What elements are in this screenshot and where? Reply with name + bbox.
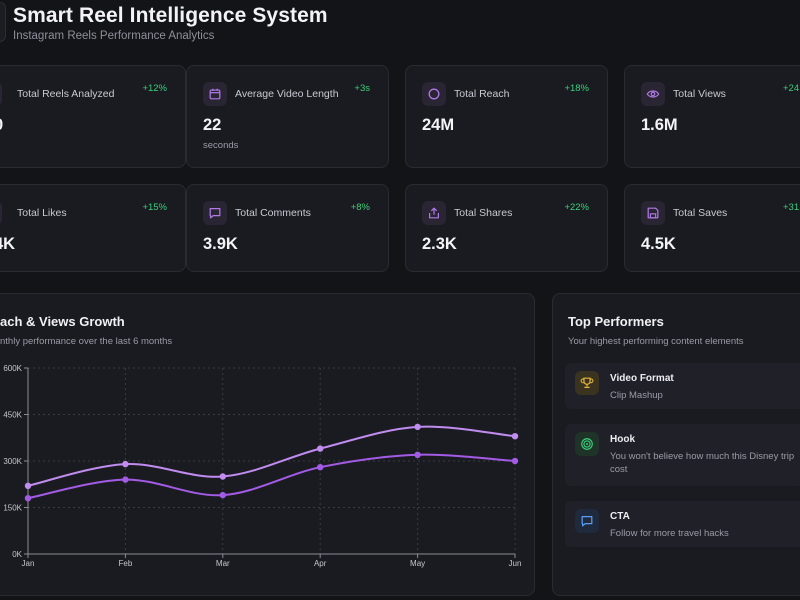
stat-value: 4K	[0, 235, 16, 253]
stat-label: Total Likes	[17, 207, 67, 219]
heart-icon	[0, 201, 2, 225]
calendar-icon	[203, 82, 227, 106]
stat-card-total-saves[interactable]: Total Saves +31 4.5K	[624, 184, 800, 272]
growth-chart-panel: ach & Views Growth nthly performance ove…	[0, 293, 535, 596]
x-tick-label: Jan	[22, 559, 35, 568]
series-point-0	[219, 473, 226, 480]
stat-value: 24M	[422, 116, 455, 134]
chart-subtitle: nthly performance over the last 6 months	[0, 336, 173, 347]
performer-desc: Follow for more travel hacks	[610, 528, 729, 539]
series-point-1	[24, 495, 32, 502]
performers-subtitle: Your highest performing content elements	[568, 336, 744, 347]
top-performers-panel: Top Performers Your highest performing c…	[552, 293, 800, 596]
trophy-icon	[575, 371, 599, 395]
stat-card-average-length[interactable]: Average Video Length +3s 22 seconds	[186, 65, 389, 168]
chart-title: ach & Views Growth	[0, 314, 125, 329]
stat-value: 3.9K	[203, 235, 238, 253]
stat-change: +31	[783, 202, 800, 213]
stat-card-reels-analyzed[interactable]: Total Reels Analyzed +12% 0	[0, 65, 186, 168]
stat-value: 0	[0, 116, 3, 135]
message-icon	[203, 201, 227, 225]
stat-change: +3s	[354, 83, 370, 94]
performer-desc: You won't believe how much this Disney t…	[610, 451, 795, 475]
stat-label: Total Views	[673, 88, 726, 100]
stat-value: 2.3K	[422, 235, 457, 253]
stat-card-total-reach[interactable]: Total Reach +18% 24M	[405, 65, 608, 168]
stat-card-total-shares[interactable]: Total Shares +22% 2.3K	[405, 184, 608, 272]
app-title: Smart Reel Intelligence System	[13, 4, 328, 27]
performer-title: Video Format	[610, 373, 674, 384]
stat-card-total-comments[interactable]: Total Comments +8% 3.9K	[186, 184, 389, 272]
x-tick-label: Mar	[216, 559, 230, 568]
y-tick-label: 0K	[12, 550, 22, 559]
y-tick-label: 150K	[3, 504, 22, 513]
series-point-0	[414, 423, 421, 431]
share-icon	[422, 201, 446, 225]
stat-change: +15%	[142, 202, 167, 213]
stat-label: Total Reels Analyzed	[17, 88, 115, 100]
app-logo	[0, 2, 6, 42]
eye-icon	[641, 82, 665, 106]
circle-icon	[422, 82, 446, 106]
x-tick-label: Jun	[509, 559, 522, 568]
stat-card-total-views[interactable]: Total Views +24 1.6M	[624, 65, 800, 168]
y-tick-label: 300K	[3, 457, 22, 466]
series-point-1	[511, 457, 519, 465]
stat-value: 1.6M	[641, 116, 678, 134]
y-tick-label: 450K	[3, 411, 22, 420]
stat-change: +24	[783, 83, 800, 94]
x-tick-label: Feb	[119, 559, 133, 568]
stat-change: +12%	[142, 83, 167, 94]
stat-label: Total Shares	[454, 207, 513, 219]
series-point-0	[317, 445, 324, 452]
stat-label: Total Reach	[454, 88, 510, 100]
message-icon	[575, 509, 599, 533]
series-line-0	[27, 425, 516, 487]
performer-item-video-format[interactable]: Video Format Clip Mashup	[565, 363, 800, 409]
series-line-1	[27, 453, 516, 500]
series-point-1	[414, 451, 421, 458]
stat-value: 4.5K	[641, 235, 676, 253]
series-point-1	[219, 491, 226, 499]
performer-item-cta[interactable]: CTA Follow for more travel hacks	[565, 501, 800, 547]
performer-title: CTA	[610, 511, 630, 522]
y-tick-label: 600K	[3, 364, 22, 373]
growth-line-chart: 0K 150K 300K 450K 600K Jan Feb Mar Apr May Jun	[0, 355, 530, 575]
save-icon	[641, 201, 665, 225]
series-point-0	[24, 482, 32, 489]
stat-change: +8%	[350, 202, 370, 213]
stat-change: +18%	[564, 83, 589, 94]
x-tick-label: Apr	[314, 559, 327, 568]
series-point-1	[122, 476, 129, 483]
target-icon	[575, 432, 599, 456]
series-point-0	[511, 433, 519, 440]
stat-label: Total Comments	[235, 207, 311, 219]
performer-title: Hook	[610, 434, 635, 445]
stat-unit: seconds	[203, 140, 239, 151]
x-tick-label: May	[410, 559, 425, 568]
performer-item-hook[interactable]: Hook You won't believe how much this Dis…	[565, 424, 800, 486]
series-point-0	[122, 460, 129, 468]
performer-desc: Clip Mashup	[610, 390, 663, 401]
stat-label: Total Saves	[673, 207, 728, 219]
stat-change: +22%	[564, 202, 589, 213]
app-subtitle: Instagram Reels Performance Analytics	[13, 30, 215, 42]
stat-value: 22	[203, 116, 222, 134]
stat-card-total-likes[interactable]: Total Likes +15% 4K	[0, 184, 186, 272]
performers-title: Top Performers	[568, 314, 664, 329]
stat-label: Average Video Length	[235, 88, 339, 100]
film-icon	[0, 82, 2, 106]
series-point-1	[317, 464, 324, 471]
